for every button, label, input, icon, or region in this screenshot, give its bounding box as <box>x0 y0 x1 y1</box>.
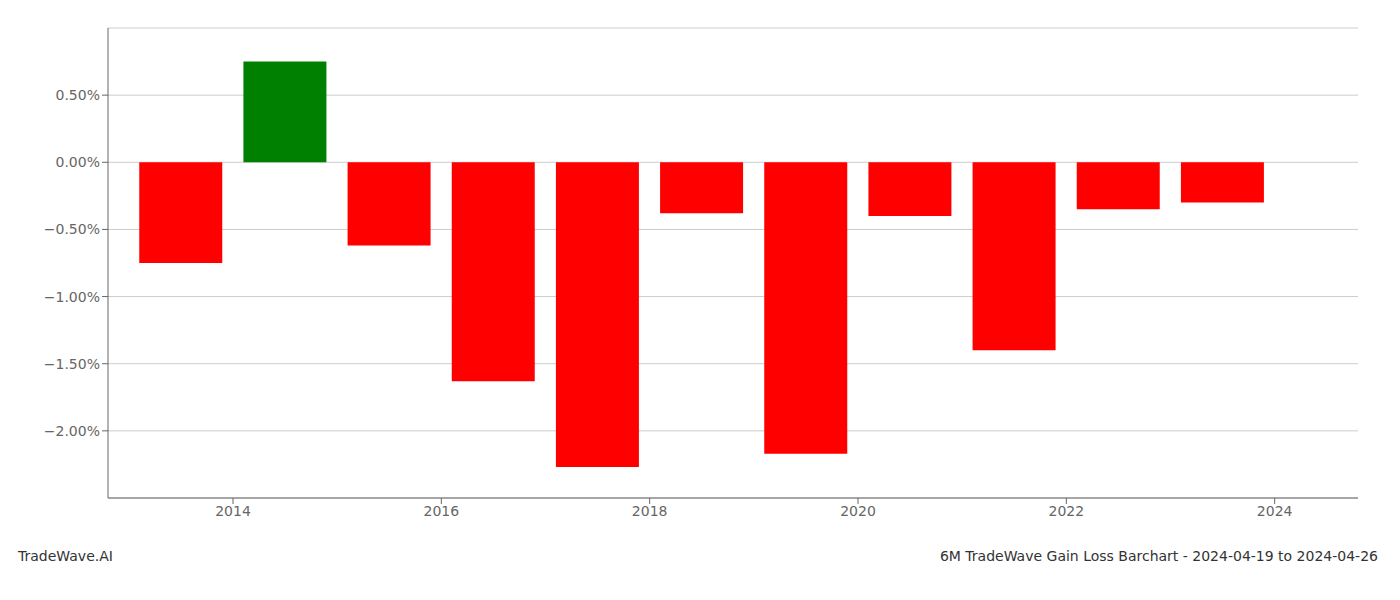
svg-text:−0.50%: −0.50% <box>44 221 100 237</box>
svg-text:−2.00%: −2.00% <box>44 423 100 439</box>
svg-text:2018: 2018 <box>632 503 668 519</box>
svg-text:2016: 2016 <box>424 503 460 519</box>
svg-text:2014: 2014 <box>215 503 251 519</box>
svg-text:2022: 2022 <box>1049 503 1085 519</box>
html-text:6M TradeWave Gain Loss Barchar: 6M TradeWave Gain Loss Barchart - 2024-0… <box>939 548 1378 564</box>
svg-text:2020: 2020 <box>840 503 876 519</box>
svg-text:0.00%: 0.00% <box>56 154 100 170</box>
svg-text:2024: 2024 <box>1257 503 1293 519</box>
html-text:TradeWave.AI: TradeWave.AI <box>18 548 113 564</box>
svg-text:0.50%: 0.50% <box>56 87 100 103</box>
svg-text:−1.50%: −1.50% <box>44 356 100 372</box>
svg-text:−1.00%: −1.00% <box>44 289 100 305</box>
